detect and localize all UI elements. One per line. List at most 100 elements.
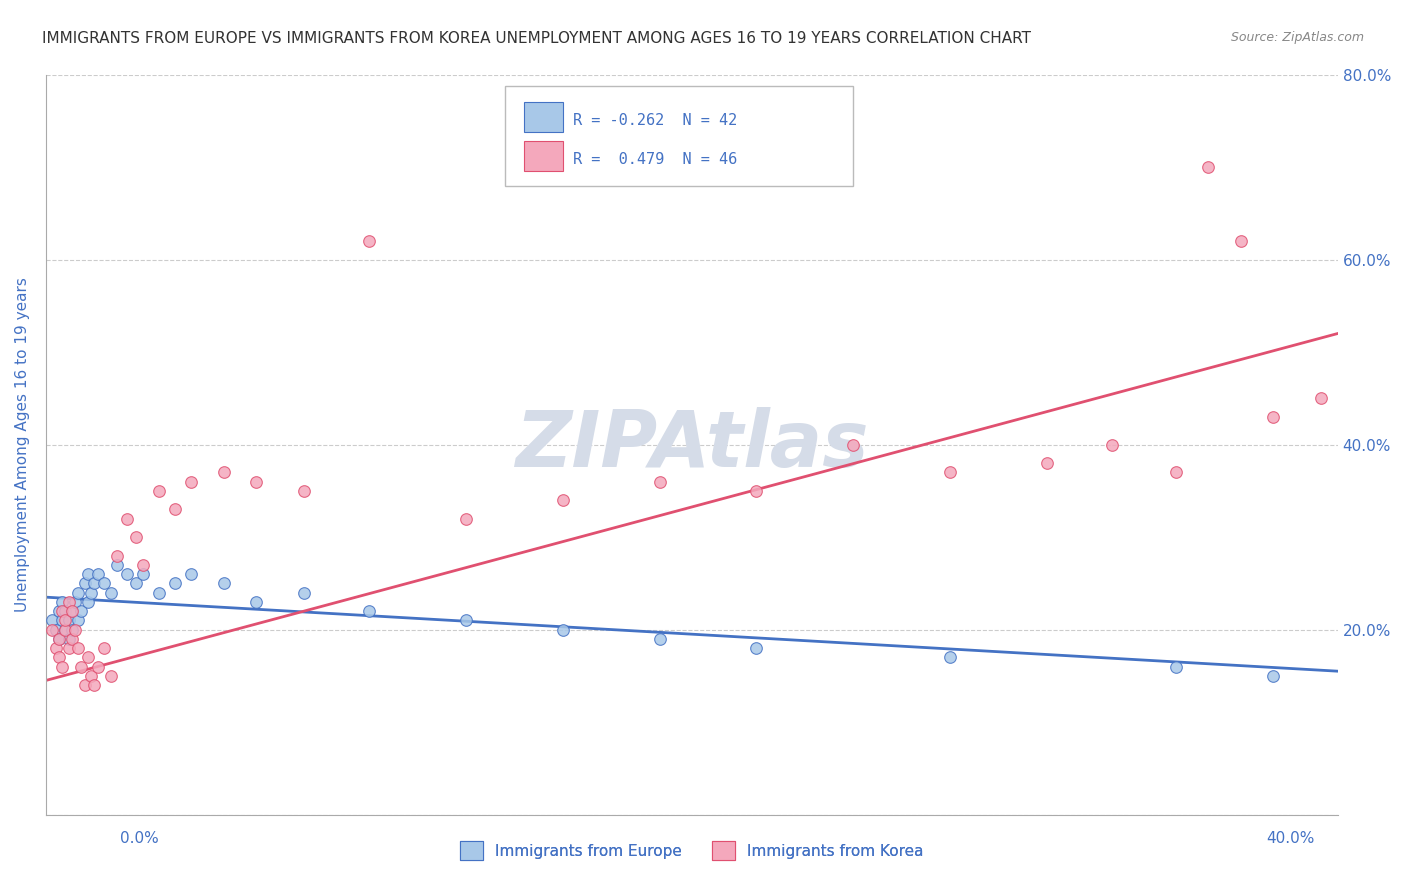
Text: IMMIGRANTS FROM EUROPE VS IMMIGRANTS FROM KOREA UNEMPLOYMENT AMONG AGES 16 TO 19: IMMIGRANTS FROM EUROPE VS IMMIGRANTS FRO…: [42, 31, 1031, 46]
Point: [1166, 465, 1188, 479]
Point: [1101, 437, 1123, 451]
Point: [745, 641, 768, 656]
Point: [1310, 392, 1333, 406]
Point: [60, 623, 83, 637]
Y-axis label: Unemployment Among Ages 16 to 19 years: Unemployment Among Ages 16 to 19 years: [15, 277, 30, 612]
Point: [454, 511, 477, 525]
Point: [70, 604, 93, 618]
Text: ZIPAtlas: ZIPAtlas: [515, 407, 869, 483]
Point: [53, 623, 76, 637]
Point: [53, 604, 76, 618]
Point: [51, 659, 73, 673]
Point: [105, 549, 128, 563]
Point: [48, 632, 70, 646]
Text: Source: ZipAtlas.com: Source: ZipAtlas.com: [1230, 31, 1364, 45]
Point: [53, 613, 76, 627]
Point: [51, 604, 73, 618]
Point: [648, 632, 671, 646]
Point: [551, 623, 574, 637]
Point: [80, 669, 103, 683]
Point: [148, 483, 170, 498]
Point: [357, 604, 380, 618]
Point: [648, 475, 671, 489]
Point: [292, 585, 315, 599]
Point: [180, 567, 202, 582]
Point: [48, 604, 70, 618]
Point: [1229, 234, 1251, 248]
Point: [83, 576, 105, 591]
Point: [105, 558, 128, 572]
Point: [60, 604, 83, 618]
Point: [125, 576, 148, 591]
Point: [1261, 409, 1284, 424]
Point: [1261, 669, 1284, 683]
Point: [245, 475, 267, 489]
Point: [77, 650, 100, 665]
Point: [58, 613, 80, 627]
Point: [115, 511, 138, 525]
Point: [212, 576, 235, 591]
Point: [73, 678, 96, 692]
Point: [73, 576, 96, 591]
Point: [93, 641, 115, 656]
Point: [939, 650, 962, 665]
Point: [51, 613, 73, 627]
Point: [60, 604, 83, 618]
Point: [45, 641, 67, 656]
Point: [100, 669, 122, 683]
Point: [125, 530, 148, 544]
Point: [80, 585, 103, 599]
Point: [148, 585, 170, 599]
Point: [67, 613, 90, 627]
Point: [77, 567, 100, 582]
Point: [1166, 659, 1188, 673]
Point: [86, 567, 108, 582]
Point: [212, 465, 235, 479]
FancyBboxPatch shape: [524, 141, 562, 170]
Point: [86, 659, 108, 673]
Point: [58, 595, 80, 609]
Point: [100, 585, 122, 599]
Point: [551, 493, 574, 508]
Point: [1198, 160, 1220, 174]
Point: [58, 632, 80, 646]
Point: [93, 576, 115, 591]
Point: [41, 613, 63, 627]
Point: [245, 595, 267, 609]
Point: [67, 641, 90, 656]
Point: [48, 632, 70, 646]
Point: [83, 678, 105, 692]
Point: [745, 483, 768, 498]
FancyBboxPatch shape: [505, 86, 853, 186]
Point: [45, 623, 67, 637]
Point: [70, 659, 93, 673]
Legend: Immigrants from Europe, Immigrants from Korea: Immigrants from Europe, Immigrants from …: [454, 835, 929, 866]
Point: [454, 613, 477, 627]
Text: R =  0.479  N = 46: R = 0.479 N = 46: [574, 153, 737, 167]
Point: [165, 576, 187, 591]
Point: [41, 623, 63, 637]
Point: [132, 567, 155, 582]
Point: [292, 483, 315, 498]
Point: [115, 567, 138, 582]
FancyBboxPatch shape: [524, 102, 562, 131]
Text: 40.0%: 40.0%: [1267, 831, 1315, 846]
Text: 0.0%: 0.0%: [120, 831, 159, 846]
Point: [63, 595, 86, 609]
Point: [53, 623, 76, 637]
Point: [67, 585, 90, 599]
Point: [60, 632, 83, 646]
Point: [77, 595, 100, 609]
Point: [63, 623, 86, 637]
Point: [180, 475, 202, 489]
Point: [357, 234, 380, 248]
Point: [165, 502, 187, 516]
Text: R = -0.262  N = 42: R = -0.262 N = 42: [574, 113, 737, 128]
Point: [939, 465, 962, 479]
Point: [48, 650, 70, 665]
Point: [1036, 456, 1059, 470]
Point: [842, 437, 865, 451]
Point: [51, 595, 73, 609]
Point: [132, 558, 155, 572]
Point: [58, 641, 80, 656]
